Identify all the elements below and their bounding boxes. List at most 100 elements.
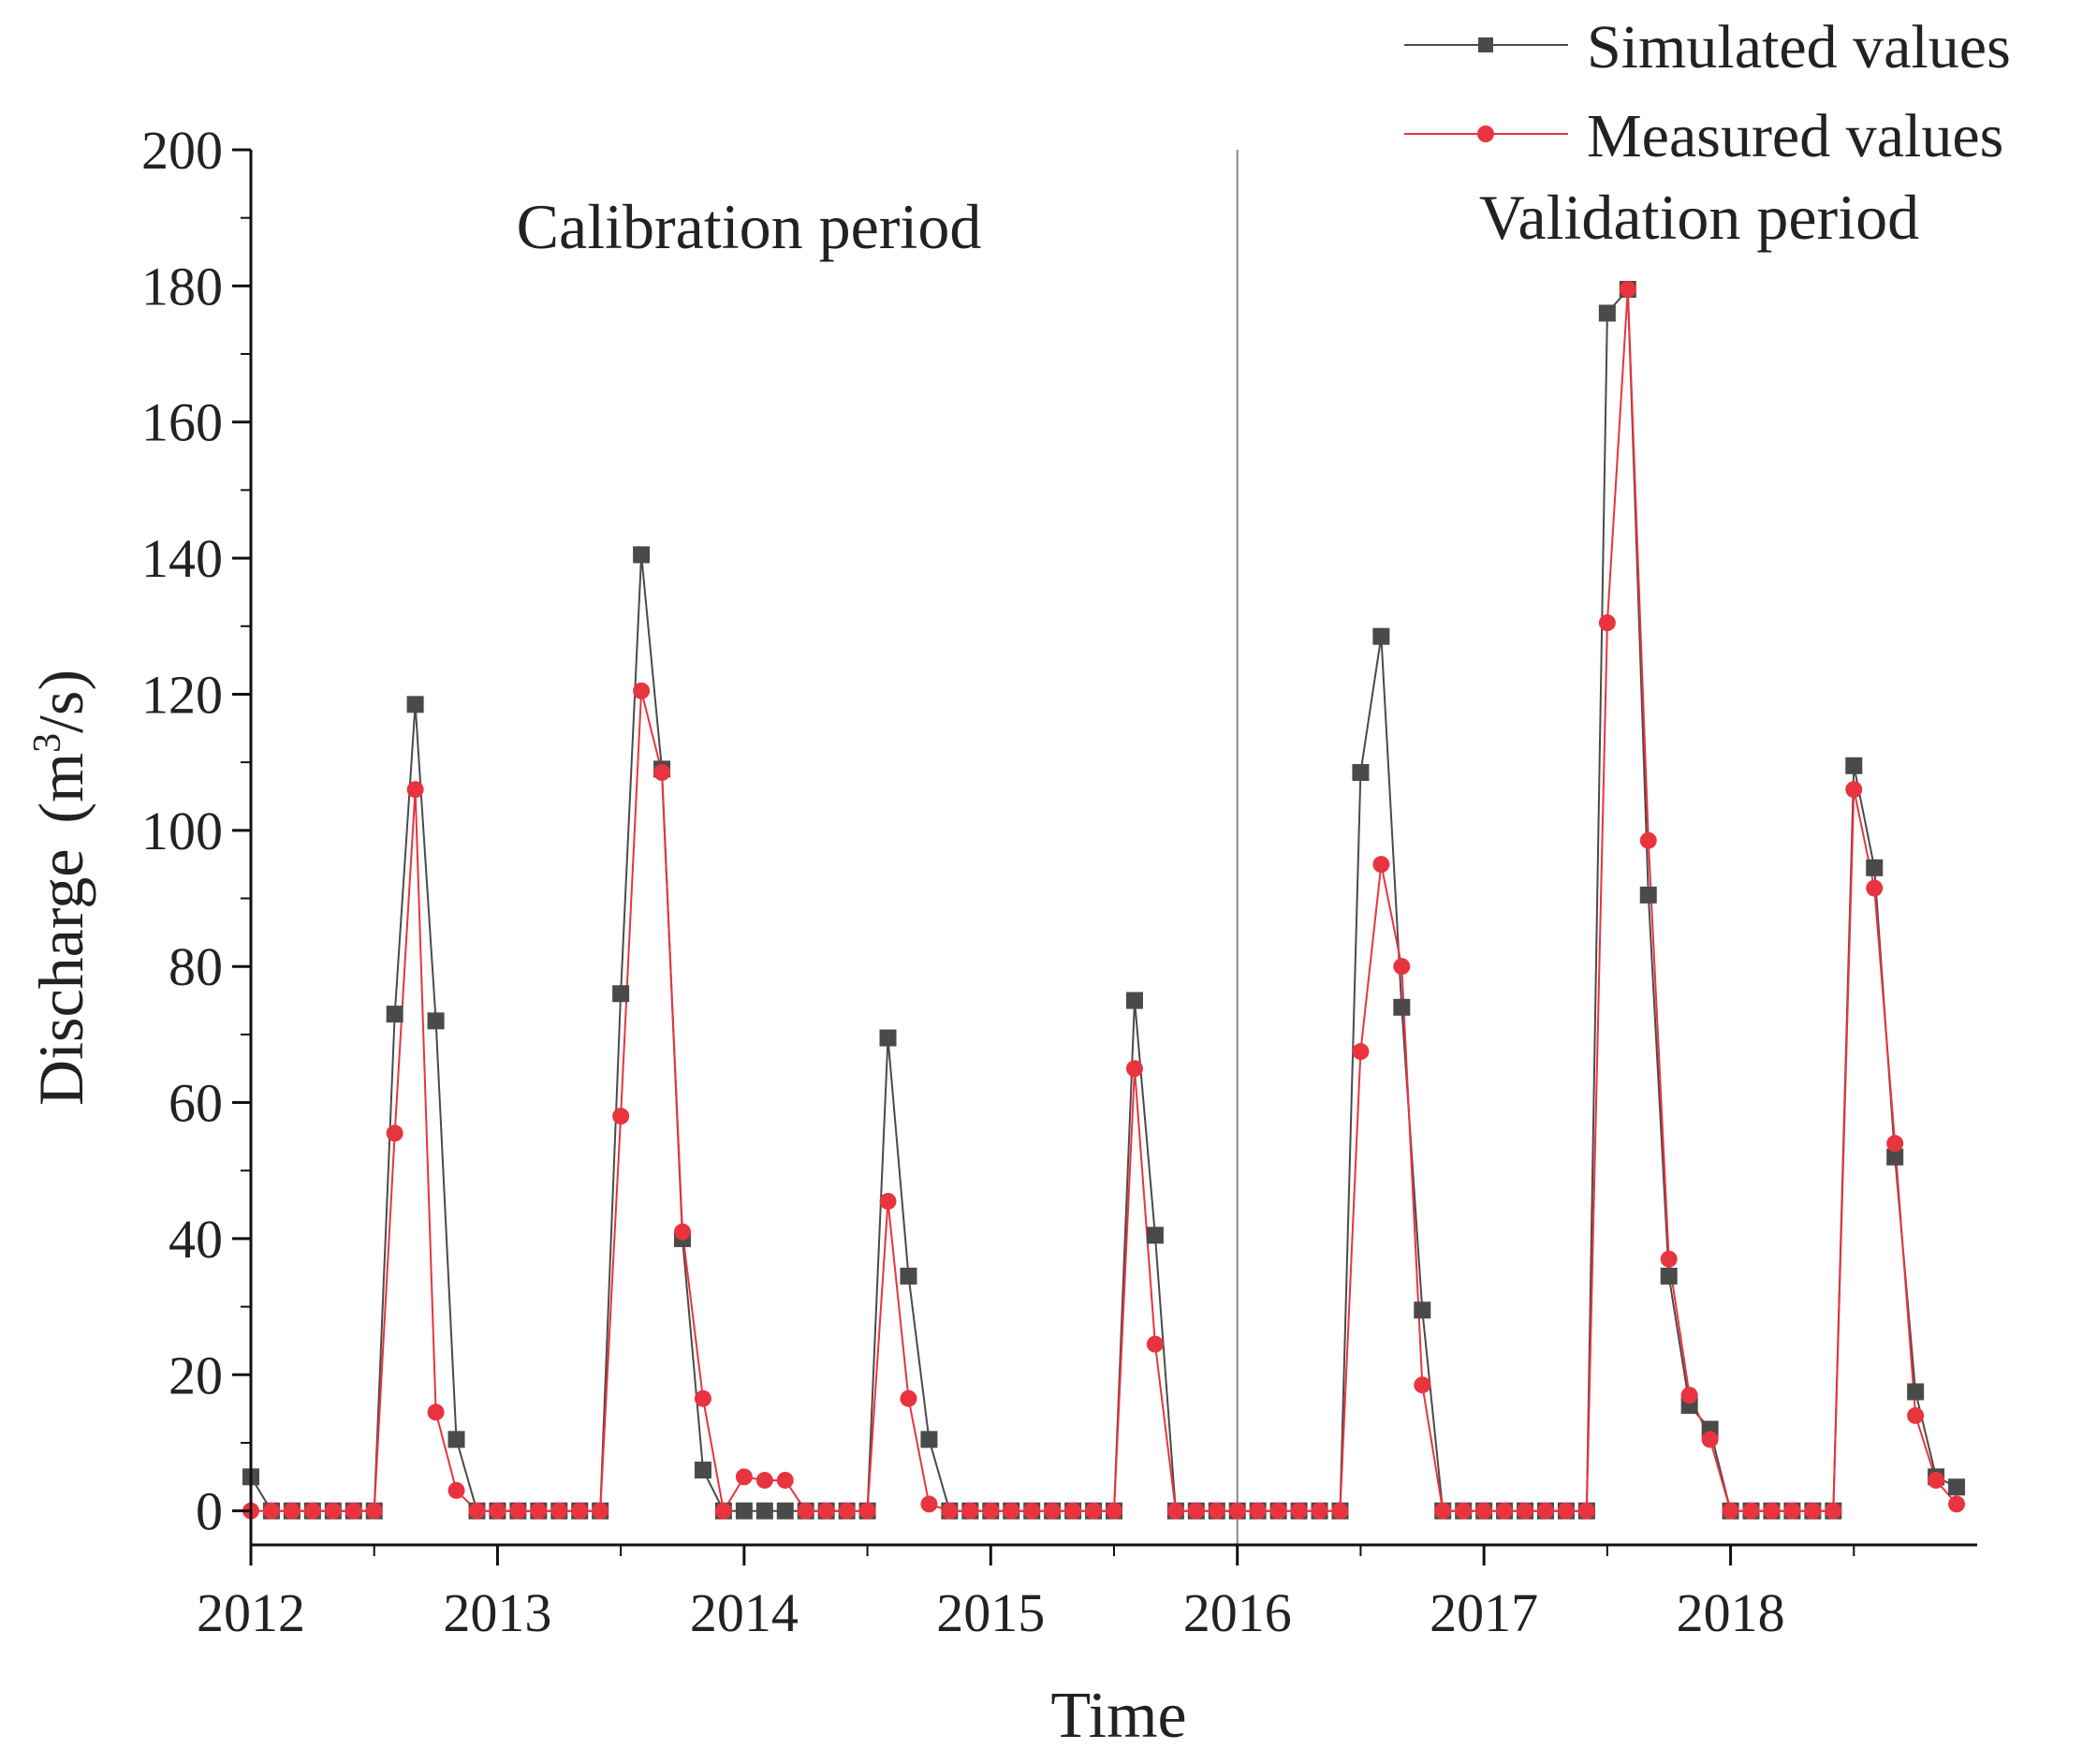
measured-point bbox=[941, 1502, 959, 1520]
measured-point bbox=[1125, 1060, 1143, 1078]
measured-point bbox=[1269, 1502, 1287, 1520]
measured-point bbox=[797, 1502, 814, 1520]
measured-point bbox=[735, 1468, 753, 1486]
measured-point bbox=[1228, 1502, 1246, 1520]
measured-point bbox=[386, 1125, 403, 1142]
measured-point bbox=[509, 1502, 527, 1520]
measured-point bbox=[838, 1502, 856, 1520]
measured-point bbox=[1660, 1250, 1678, 1268]
measured-point bbox=[674, 1223, 691, 1241]
x-tick-label: 2012 bbox=[197, 1582, 305, 1643]
simulated-point bbox=[920, 1431, 938, 1448]
measured-point bbox=[714, 1502, 732, 1520]
measured-point bbox=[612, 1108, 630, 1125]
x-tick-label: 2018 bbox=[1677, 1582, 1785, 1643]
measured-point bbox=[653, 764, 671, 782]
y-tick-label: 180 bbox=[141, 256, 223, 316]
measured-point bbox=[1907, 1406, 1925, 1424]
measured-point bbox=[1208, 1502, 1225, 1520]
measured-point bbox=[1166, 1502, 1184, 1520]
simulated-point bbox=[1598, 304, 1616, 322]
measured-point bbox=[1372, 856, 1390, 874]
simulated-point bbox=[427, 1012, 445, 1030]
simulated-point bbox=[1352, 764, 1370, 782]
y-tick-label: 200 bbox=[141, 120, 223, 181]
x-tick-label: 2017 bbox=[1430, 1582, 1538, 1643]
measured-point bbox=[1619, 281, 1636, 298]
simulated-point bbox=[1372, 627, 1390, 645]
measured-point bbox=[1537, 1502, 1554, 1520]
measured-point bbox=[1044, 1502, 1062, 1520]
measured-point bbox=[1804, 1502, 1822, 1520]
measured-point bbox=[1393, 958, 1411, 976]
y-tick-label: 120 bbox=[141, 664, 223, 725]
measured-point bbox=[592, 1502, 609, 1520]
simulated-point bbox=[386, 1006, 403, 1023]
measured-point bbox=[1845, 781, 1863, 799]
simulated-point bbox=[900, 1267, 917, 1285]
measured-point bbox=[447, 1481, 465, 1499]
simulated-point bbox=[879, 1029, 897, 1047]
y-axis-title-units-sup: 3 bbox=[26, 733, 69, 753]
measured-point bbox=[900, 1389, 917, 1407]
measured-point bbox=[1742, 1502, 1760, 1520]
simulated-point bbox=[1125, 992, 1143, 1009]
y-axis-title-main: Discharge bbox=[25, 849, 96, 1106]
y-tick-label: 80 bbox=[169, 936, 223, 997]
legend-measured-marker bbox=[1477, 125, 1494, 142]
measured-point bbox=[530, 1502, 548, 1520]
measured-series-line bbox=[251, 288, 1958, 1514]
y-axis-title: Discharge (m3/s) bbox=[25, 669, 96, 1106]
measured-point bbox=[550, 1502, 568, 1520]
y-tick-label: 100 bbox=[141, 801, 223, 861]
measured-point bbox=[324, 1502, 342, 1520]
legend-simulated-marker bbox=[1478, 37, 1493, 52]
measured-point bbox=[427, 1404, 445, 1421]
simulated-point bbox=[776, 1502, 794, 1520]
x-tick-label: 2015 bbox=[936, 1582, 1045, 1643]
measured-point bbox=[1475, 1502, 1493, 1520]
measured-point bbox=[858, 1502, 876, 1520]
simulated-point bbox=[1393, 998, 1411, 1016]
simulated-point bbox=[1907, 1383, 1925, 1401]
y-tick-label: 60 bbox=[169, 1073, 223, 1134]
plot-area bbox=[242, 150, 1966, 1545]
measured-point bbox=[1598, 614, 1616, 632]
simulated-point bbox=[1146, 1227, 1164, 1244]
simulated-point bbox=[1845, 757, 1863, 774]
measured-point bbox=[879, 1192, 897, 1210]
simulated-point bbox=[1886, 1148, 1904, 1166]
measured-point bbox=[468, 1502, 486, 1520]
measured-point bbox=[1023, 1502, 1041, 1520]
measured-point bbox=[1783, 1502, 1801, 1520]
measured-point bbox=[303, 1502, 321, 1520]
simulated-point bbox=[735, 1502, 753, 1520]
simulated-series-line bbox=[250, 287, 1958, 1512]
y-tick-label: 160 bbox=[141, 392, 223, 453]
measured-point bbox=[1085, 1502, 1103, 1520]
simulated-point bbox=[1866, 859, 1884, 876]
simulated-point bbox=[1948, 1478, 1966, 1496]
measured-point bbox=[1290, 1502, 1308, 1520]
measured-point bbox=[345, 1502, 362, 1520]
legend-simulated-label: Simulated values bbox=[1587, 13, 2011, 81]
measured-point bbox=[365, 1502, 383, 1520]
measured-point bbox=[1003, 1502, 1020, 1520]
simulated-point bbox=[1660, 1267, 1678, 1285]
simulated-point bbox=[1639, 886, 1657, 904]
simulated-point bbox=[447, 1431, 465, 1448]
measured-point bbox=[1825, 1502, 1842, 1520]
measured-point bbox=[1106, 1502, 1122, 1520]
measured-point bbox=[1496, 1502, 1514, 1520]
measured-point bbox=[1434, 1502, 1452, 1520]
measured-point bbox=[262, 1502, 280, 1520]
measured-point bbox=[755, 1471, 773, 1489]
x-tick-label: 2014 bbox=[690, 1582, 799, 1643]
measured-point bbox=[1187, 1502, 1205, 1520]
measured-point bbox=[1414, 1376, 1431, 1394]
y-tick-label: 0 bbox=[196, 1481, 223, 1542]
measured-point bbox=[1311, 1502, 1328, 1520]
measured-point bbox=[1064, 1502, 1082, 1520]
measured-point bbox=[1331, 1502, 1349, 1520]
